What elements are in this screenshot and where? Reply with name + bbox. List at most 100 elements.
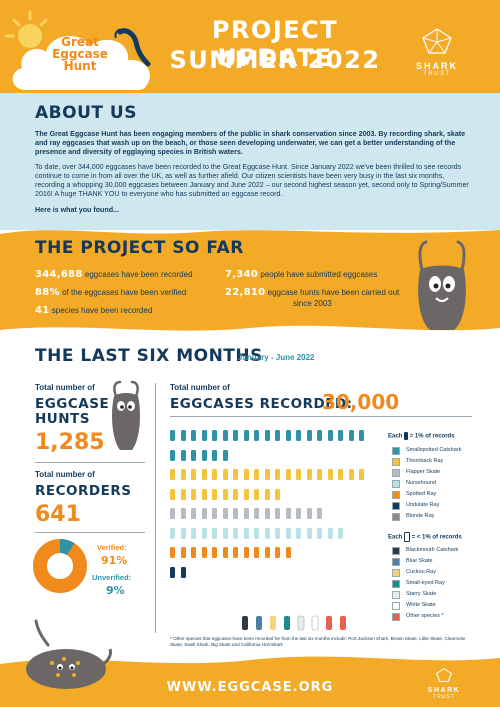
eggcase-pictogram-icon xyxy=(254,508,259,519)
eggcase-pictogram-icon xyxy=(285,508,291,519)
major-species-legend-item: Blonde Ray xyxy=(392,511,492,522)
legend-label: White Skate xyxy=(406,602,436,608)
eggcase-pictogram-icon xyxy=(233,508,238,519)
eggcase-pictogram-icon xyxy=(327,469,333,480)
eggcase-pictogram-icon xyxy=(285,527,291,539)
footer-wave xyxy=(0,656,500,707)
footer-shark-trust-logo: SHARK TRUST xyxy=(414,668,474,700)
recorders-label: Total number of xyxy=(35,470,95,479)
column-divider xyxy=(155,383,156,633)
eggcase-pictogram-icon xyxy=(212,449,217,461)
eggcase-pictogram-icon xyxy=(201,469,207,480)
major-species-legend-item: Undulate Ray xyxy=(392,500,492,511)
website-link[interactable]: WWW.EGGCASE.ORG xyxy=(166,680,334,695)
about-heading: ABOUT US xyxy=(35,103,137,123)
left-divider-1 xyxy=(35,462,145,463)
eggcase-pictogram-icon xyxy=(212,527,217,539)
legend-major-species: Smallspotted Catshark Thornback Ray Flappe… xyxy=(392,445,492,522)
legend-swatch xyxy=(392,501,400,510)
eggcase-pictogram-icon xyxy=(233,527,238,539)
minor-species-legend-item: Small-eyed Ray xyxy=(392,578,492,589)
eggcase-pictogram-icon xyxy=(201,547,207,558)
eggcase-pictogram-icon xyxy=(285,547,291,558)
eggcase-pictogram-icon xyxy=(180,527,186,539)
eggcase-pictogram-icon xyxy=(254,488,259,500)
eggcase-pictogram-icon xyxy=(222,449,228,461)
egg-icon xyxy=(404,432,409,440)
legend-label: Small-eyed Ray xyxy=(406,580,445,586)
minor-species-legend-item: Blackmouth Catshark xyxy=(392,545,492,556)
project-heading: THE PROJECT SO FAR xyxy=(35,238,244,258)
verified-value: 91% xyxy=(101,554,128,567)
eggcase-pictogram-icon xyxy=(254,469,259,480)
major-species-legend-item: Smallspotted Catshark xyxy=(392,445,492,456)
eggcase-pictogram-icon xyxy=(191,527,196,539)
eggcase-pictogram-icon xyxy=(180,469,186,480)
about-body: To date, over 344,000 eggcases have been… xyxy=(35,163,469,198)
minor-species-legend-item: Starry Skate xyxy=(392,589,492,600)
eggcase-pictogram-icon xyxy=(243,547,249,558)
eggcases-label: Total number of xyxy=(170,383,230,392)
about-cta: Here is what you found... xyxy=(35,206,119,214)
eggcase-pictogram-icon xyxy=(180,508,186,519)
eggcase-pictogram-icon xyxy=(212,469,217,480)
eggcase-pictogram-icon xyxy=(243,488,249,500)
eggcase-pictogram-icon xyxy=(338,527,343,539)
eggcase-pictogram-icon xyxy=(327,527,333,539)
legend-swatch xyxy=(392,512,400,521)
eggcase-pictogram-icon xyxy=(180,488,186,500)
hunts-big-label-1: EGGCASE xyxy=(35,396,110,412)
about-section xyxy=(0,93,500,230)
sun-icon xyxy=(4,10,48,48)
legend-label: Spotted Ray xyxy=(406,491,437,497)
eggcase-pictogram-icon xyxy=(170,469,175,480)
eggcase-pictogram-icon xyxy=(233,430,238,441)
eggcase-pictogram-icon xyxy=(201,527,207,539)
eggcase-pictogram-icon xyxy=(243,527,249,539)
eggcase-pictogram-icon xyxy=(191,469,196,480)
eggcase-pictogram-icon xyxy=(264,547,270,558)
minor-species-legend-item: White Skate xyxy=(392,600,492,611)
title-line-1: PROJECT UPDATE xyxy=(211,16,339,72)
major-species-legend-item: Thornback Ray xyxy=(392,456,492,467)
eggcase-pictogram-icon xyxy=(222,430,228,441)
eggcase-pictogram-icon xyxy=(348,430,354,441)
legend-swatch xyxy=(392,590,400,599)
eggcase-pictogram-icon xyxy=(338,469,343,480)
hunts-label: Total number of xyxy=(35,383,95,392)
eggcase-pictogram-icon xyxy=(296,527,301,539)
recorders-value: 641 xyxy=(35,502,81,527)
eggcase-pictogram-icon xyxy=(222,488,228,500)
legend-label: Blackmouth Catshark xyxy=(406,547,459,553)
eggcase-pictogram-icon xyxy=(180,547,186,558)
eggcase-pictogram-icon xyxy=(191,547,196,558)
eggcase-pictogram-icon xyxy=(306,508,312,519)
eggcase-mascot-icon xyxy=(418,240,466,330)
eggcase-pictogram-icon xyxy=(222,508,228,519)
legend-label: Blonde Ray xyxy=(406,513,435,519)
eggcase-pictogram-icon xyxy=(275,508,280,519)
eggcase-pictogram-icon xyxy=(233,547,238,558)
legend-label: Undulate Ray xyxy=(406,502,440,508)
eggcase-pictogram-icon xyxy=(285,469,291,480)
eggcase-pictogram-icon xyxy=(264,488,270,500)
eggcase-pictogram-icon xyxy=(180,449,186,461)
legend-label: Other species * xyxy=(406,613,444,619)
legend-swatch xyxy=(392,579,400,588)
legend-swatch xyxy=(392,601,400,610)
major-species-legend-item: Flapper Skate xyxy=(392,467,492,478)
eggcase-pictogram-icon xyxy=(191,508,196,519)
eggcase-pictogram-icon xyxy=(306,430,312,441)
unverified-value: 9% xyxy=(106,584,125,597)
eggcase-pictogram-icon xyxy=(348,469,354,480)
footnote: * Other species that eggcases have been … xyxy=(170,636,466,647)
eggcase-character-icon xyxy=(112,380,140,450)
eggcase-pictogram-icon xyxy=(254,527,259,539)
eggcase-pictogram-icon xyxy=(170,430,175,441)
eggcase-pictogram-icon xyxy=(296,430,301,441)
right-divider xyxy=(170,416,472,417)
six-months-date-range: January - June 2022 xyxy=(238,353,315,362)
eggcase-pictogram-icon xyxy=(201,449,207,461)
verified-label: Verified: xyxy=(97,543,127,552)
eggcase-pictogram-icon xyxy=(306,469,312,480)
